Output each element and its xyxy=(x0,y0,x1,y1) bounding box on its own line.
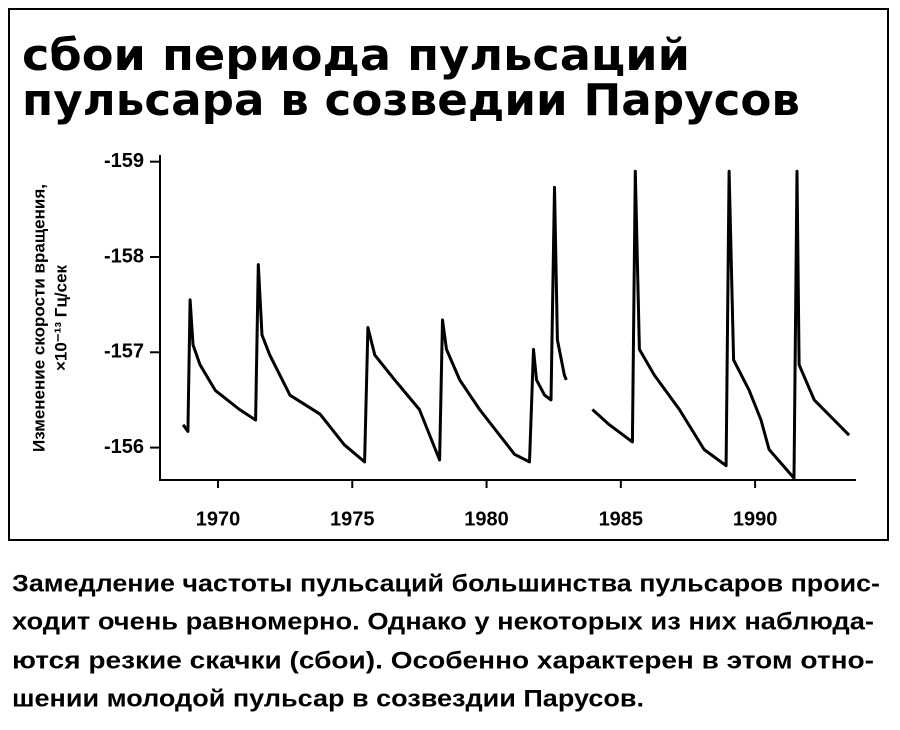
x-tick-label: 1975 xyxy=(330,508,375,530)
y-tick-label: -159 xyxy=(104,150,144,172)
caption-line: Замедление частоты пульсаций большинства… xyxy=(12,570,880,597)
x-tick-label: 1990 xyxy=(733,508,778,530)
x-tick-label: 1980 xyxy=(464,508,509,530)
chart-title: пульсара в созведии Парусов xyxy=(22,75,800,126)
y-axis-label: Изменение скорости вращения, xyxy=(29,184,48,452)
x-tick-label: 1985 xyxy=(599,508,644,530)
x-tick-label: 1970 xyxy=(196,508,241,530)
caption-line: шении молодой пульсар в созвездии Парусо… xyxy=(12,685,644,712)
chart-title: сбои периода пульсаций xyxy=(22,30,690,81)
line-series xyxy=(181,169,851,480)
y-tick-label: -157 xyxy=(104,341,144,363)
y-axis-label: ×10⁻¹³ Гц/сек xyxy=(51,264,70,371)
caption-line: ходит очень равномерно. Однако у некотор… xyxy=(12,608,874,635)
y-tick-label: -158 xyxy=(104,245,144,267)
caption-line: ются резкие скачки (сбои). Особенно хара… xyxy=(12,647,874,674)
y-tick-label: -156 xyxy=(104,436,144,458)
frame xyxy=(8,8,889,541)
